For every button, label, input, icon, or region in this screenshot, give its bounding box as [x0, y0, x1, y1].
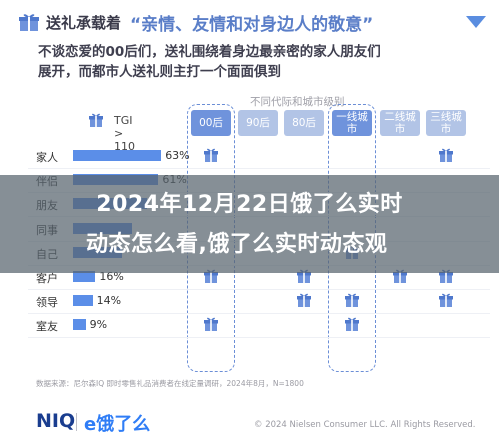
column-header: 三线城市	[426, 110, 466, 136]
legend-tgi: TGI > 110	[114, 114, 135, 153]
header-quote: “亲情、友情和对身边人的敬意”	[130, 15, 374, 35]
copyright-text: © 2024 Nielsen Consumer LLC. All Rights …	[254, 420, 476, 430]
column-header: 二线城市	[380, 110, 420, 136]
data-label: 16%	[99, 270, 124, 283]
data-source-note: 数据来源：尼尔森IQ 即时零售礼品消费者在线定量调研，2024年8月，N=180…	[36, 379, 304, 388]
gift-icon	[344, 292, 360, 308]
data-label: 63%	[165, 149, 190, 162]
bar	[73, 271, 96, 282]
intro-line-2: 展开，而都市人送礼则主打一个面面俱到	[38, 64, 281, 80]
column-header: 90后	[238, 110, 278, 136]
overlay-title-line-2: 动态怎么看,饿了么实时动态观	[86, 232, 388, 257]
triangle-down-icon	[466, 16, 486, 28]
eleme-logo: e饿了么	[84, 414, 151, 435]
gift-icon	[438, 292, 454, 308]
page-header: 送礼承载着 “亲情、友情和对身边人的敬意”	[18, 8, 488, 38]
niq-logo: NIQ	[36, 410, 76, 432]
gift-icon	[19, 14, 39, 31]
row-gridline	[28, 313, 490, 315]
row-label: 领导	[36, 296, 58, 310]
chart-subtitle: 不同代际和城市级别	[250, 96, 345, 108]
intro-line-1: 不谈恋爱的00后们，送礼围绕着身边最亲密的家人朋友们	[38, 44, 381, 60]
row-label: 家人	[36, 151, 58, 164]
column-header: 80后	[284, 110, 324, 136]
gift-icon	[203, 147, 219, 163]
column-header: 00后	[191, 110, 231, 136]
data-label: 14%	[96, 294, 122, 308]
gift-icon	[438, 147, 454, 163]
header-label: 送礼承载着	[46, 14, 122, 32]
gift-icon	[89, 113, 103, 127]
row-label: 室友	[36, 320, 58, 334]
logo-divider	[76, 413, 77, 431]
title-overlay	[0, 175, 499, 273]
intro-text: 不谈恋爱的00后们，送礼围绕着身边最亲密的家人朋友们 展开，而都市人送礼则主打一…	[38, 42, 478, 82]
row-gridline	[28, 337, 490, 339]
row-gridline	[28, 168, 490, 169]
column-header: 一线城市	[332, 110, 372, 136]
bar	[73, 319, 86, 331]
gift-icon	[203, 316, 219, 332]
overlay-title-line-1: 2024年12月22日饿了么实时	[96, 192, 403, 217]
row-gridline	[28, 289, 490, 290]
gift-icon	[296, 292, 312, 308]
bar	[73, 295, 93, 307]
data-label: 9%	[89, 318, 108, 332]
row-label: 客户	[36, 272, 58, 285]
bar	[73, 150, 162, 161]
gift-icon	[344, 316, 360, 332]
